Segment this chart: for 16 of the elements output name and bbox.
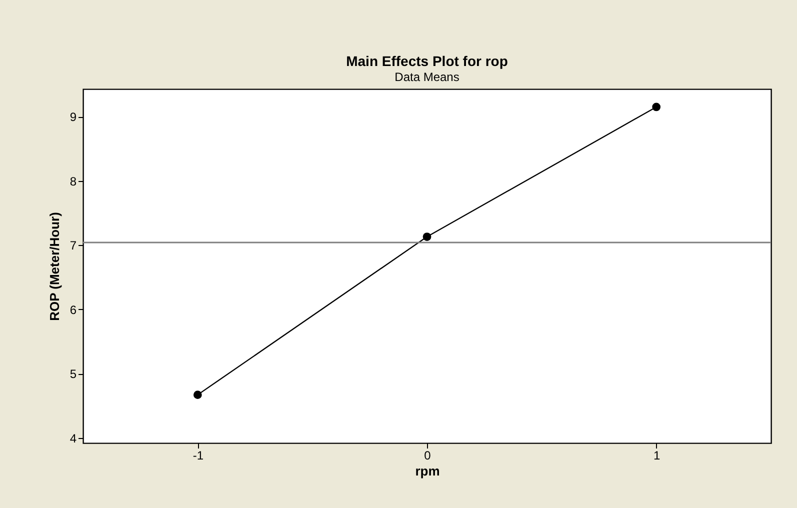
y-tick-label: 4 bbox=[70, 431, 77, 446]
x-tick-label: -1 bbox=[192, 448, 204, 462]
point bbox=[193, 390, 202, 399]
y-axis-title: ROP (Meter/Hour) bbox=[46, 212, 62, 321]
y-tick-label: 5 bbox=[70, 367, 77, 382]
point bbox=[422, 232, 432, 241]
x-tick-label: 0 bbox=[424, 448, 432, 462]
chart-title: Main Effects Plot for rop bbox=[346, 53, 508, 69]
y-tick-label: 9 bbox=[70, 110, 77, 124]
y-tick-label: 8 bbox=[70, 174, 77, 188]
x-axis-title: rpm bbox=[415, 464, 440, 478]
point bbox=[652, 102, 661, 112]
y-tick-label: 7 bbox=[70, 238, 77, 253]
chart-subtitle: Data Means bbox=[394, 70, 460, 84]
x-tick-label: 1 bbox=[653, 448, 660, 462]
y-tick-label: 6 bbox=[70, 302, 77, 317]
